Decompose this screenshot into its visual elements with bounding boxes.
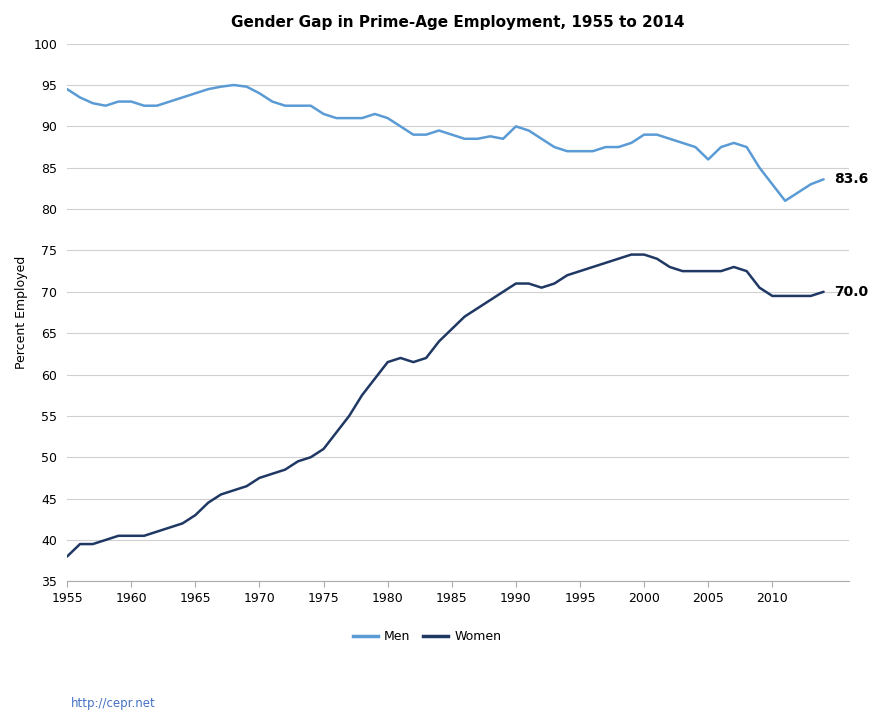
- Y-axis label: Percent Employed: Percent Employed: [15, 256, 28, 369]
- Text: http://cepr.net: http://cepr.net: [71, 698, 156, 710]
- Text: 70.0: 70.0: [834, 285, 868, 298]
- Text: 83.6: 83.6: [834, 172, 868, 186]
- Title: Gender Gap in Prime-Age Employment, 1955 to 2014: Gender Gap in Prime-Age Employment, 1955…: [232, 15, 685, 30]
- Legend: Men, Women: Men, Women: [348, 625, 506, 648]
